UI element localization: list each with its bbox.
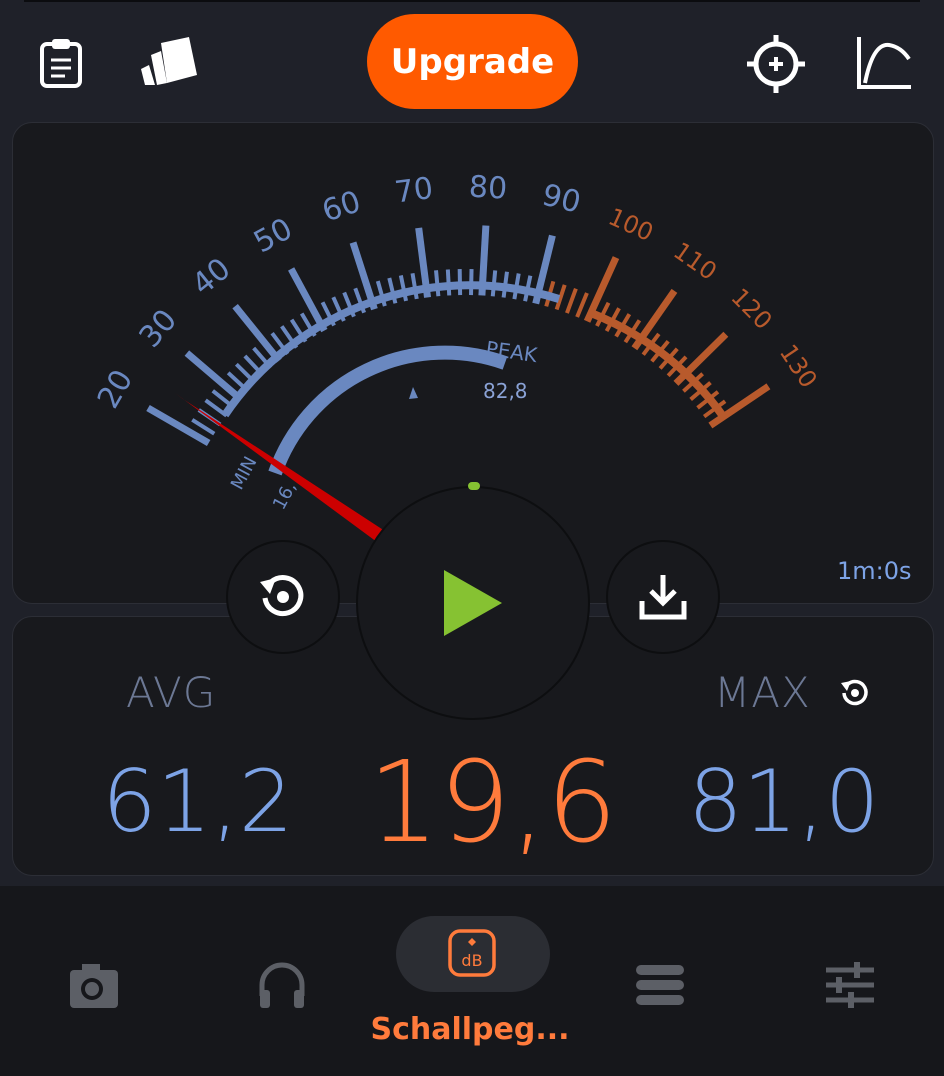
gauge-scale-label: 120	[725, 283, 777, 335]
needle	[175, 393, 391, 545]
upgrade-button[interactable]: Upgrade	[367, 14, 578, 109]
nav-item-headphones[interactable]	[232, 940, 332, 1030]
nav-item-decibel[interactable]: dB	[422, 908, 522, 998]
nav-item-settings[interactable]	[800, 940, 900, 1030]
gauge-scale-label: 30	[133, 303, 184, 355]
gauge-scale-label: 70	[393, 171, 435, 211]
gauge-scale-label: 60	[318, 184, 365, 229]
gauge-tick	[191, 418, 216, 436]
gauge-scale-label: 20	[91, 364, 140, 415]
gauge-tick	[575, 292, 589, 318]
timer-label: 1m:0s	[837, 557, 912, 585]
nav-item-list[interactable]	[610, 940, 710, 1030]
camera-icon	[70, 964, 118, 1008]
gauge-tick	[708, 383, 771, 429]
list-icon	[636, 965, 684, 1005]
crosshair-icon[interactable]	[744, 32, 808, 96]
svg-text:dB: dB	[461, 951, 482, 970]
cards-icon[interactable]	[138, 34, 200, 92]
avg-value: 61,2	[102, 752, 294, 852]
decibel-icon: dB	[448, 929, 496, 977]
gauge-scale-label: 50	[248, 211, 298, 260]
peak-arc	[268, 345, 508, 476]
gauge-tick	[583, 256, 620, 323]
reset-max-icon[interactable]	[836, 674, 874, 712]
avg-label: AVG	[126, 668, 217, 717]
gauge-scale-label: 130	[774, 339, 823, 393]
min-value: 16,	[269, 478, 301, 513]
gauge-arc-blue	[221, 281, 561, 418]
reset-icon	[260, 575, 304, 617]
gauge-tick	[565, 288, 578, 314]
gauge-tick	[288, 267, 328, 333]
gauge-scale-label: 90	[539, 178, 584, 221]
peak-marker	[409, 387, 418, 399]
gauge-arc-orange	[589, 309, 729, 422]
current-value: 19,6	[368, 738, 618, 868]
gauge-scale-label: 40	[186, 251, 238, 302]
nav-active-pill	[396, 916, 550, 992]
gauge-tick	[410, 272, 419, 300]
gauge-tick	[184, 350, 243, 402]
top-divider	[24, 0, 920, 2]
reset-button[interactable]	[226, 540, 340, 654]
graph-curve-icon[interactable]	[854, 34, 914, 92]
gauge-scale-label: 80	[468, 170, 508, 207]
nav-active-label: Schallpeg...	[370, 1012, 570, 1047]
nav-item-camera[interactable]	[44, 940, 144, 1030]
headphones-icon	[259, 962, 305, 1008]
play-button[interactable]	[356, 486, 590, 720]
gauge-tick	[146, 404, 211, 447]
gauge-scale-label: 110	[668, 237, 722, 286]
max-label: MAX	[714, 668, 811, 717]
play-icon	[444, 570, 502, 636]
gauge-tick	[232, 304, 282, 363]
peak-value: 82,8	[483, 379, 528, 403]
download-button[interactable]	[606, 540, 720, 654]
record-indicator	[468, 482, 480, 490]
gauge-scale-label: 100	[604, 203, 657, 247]
gauge-tick	[554, 284, 567, 311]
sliders-icon	[826, 962, 874, 1008]
stats-panel	[12, 616, 934, 876]
max-value: 81,0	[688, 752, 880, 852]
clipboard-icon[interactable]	[34, 36, 88, 90]
min-label: MIN	[227, 453, 262, 493]
gauge-tick	[398, 275, 408, 302]
download-icon	[639, 575, 687, 620]
